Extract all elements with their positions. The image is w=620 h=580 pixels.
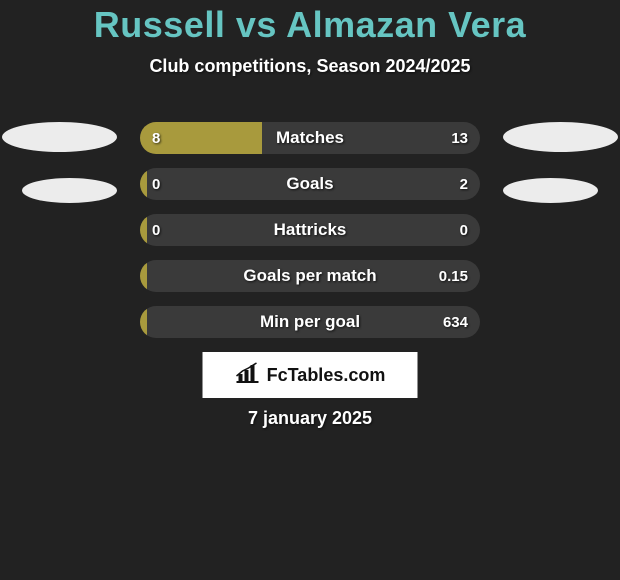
stat-row: Matches813 [140, 122, 480, 154]
stat-row: Min per goal634 [140, 306, 480, 338]
stat-bar-left [140, 168, 147, 200]
stat-bar-right [147, 214, 480, 246]
player-right-badge-bottom [503, 178, 598, 203]
bar-chart-icon [235, 362, 261, 389]
stat-row: Hattricks00 [140, 214, 480, 246]
stat-bar-left [140, 122, 262, 154]
page-subtitle: Club competitions, Season 2024/2025 [0, 56, 620, 77]
stat-bar-right [147, 306, 480, 338]
stat-bar-left [140, 214, 147, 246]
comparison-bars: Matches813 Goals02 Hattricks00 Goals per ma… [140, 122, 480, 352]
stat-bar-left [140, 306, 147, 338]
stat-bar-right [262, 122, 480, 154]
stat-row: Goals02 [140, 168, 480, 200]
branding-text: FcTables.com [267, 365, 386, 386]
player-right-badge-top [503, 122, 618, 152]
stat-bar-right [147, 168, 480, 200]
player-left-badge-bottom [22, 178, 117, 203]
branding-badge: FcTables.com [203, 352, 418, 398]
stat-bar-right [147, 260, 480, 292]
root: Russell vs Almazan Vera Club competition… [0, 0, 620, 580]
stat-row: Goals per match0.15 [140, 260, 480, 292]
page-title: Russell vs Almazan Vera [0, 4, 620, 46]
player-left-badge-top [2, 122, 117, 152]
date-label: 7 january 2025 [0, 408, 620, 429]
stat-bar-left [140, 260, 147, 292]
